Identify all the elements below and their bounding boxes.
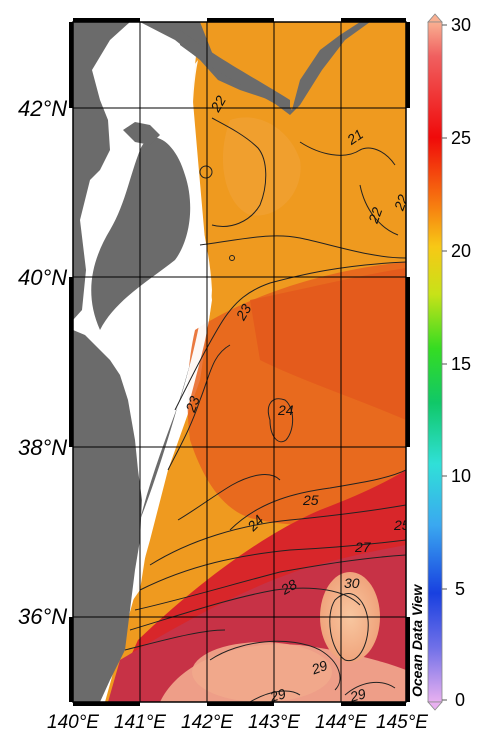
colorbar-ticks	[442, 24, 447, 701]
colorbar-gradient	[427, 21, 443, 703]
lat-label-38: 38°N	[18, 435, 67, 460]
colorbar-tick-30: 30	[451, 15, 471, 35]
contour-lines	[124, 117, 406, 702]
colorbar-tick-5: 5	[455, 579, 465, 599]
contour-label: 29	[267, 685, 287, 705]
longitude-labels: 140°E 141°E 142°E 143°E 144°E 145°E	[47, 712, 428, 733]
colorbar-bottom-arrow	[427, 701, 443, 711]
colorbar-tick-25: 25	[451, 128, 471, 148]
lon-label-144: 144°E	[315, 712, 367, 733]
colorbar-tick-10: 10	[451, 466, 471, 486]
colorbar-top-arrow	[427, 13, 443, 23]
lon-label-142: 142°E	[181, 712, 233, 733]
contour-label: 25	[393, 517, 410, 533]
contour-label: 27	[354, 539, 372, 555]
contour-label: 21	[343, 126, 366, 149]
lon-label-145: 145°E	[376, 712, 428, 733]
colorbar-tick-20: 20	[451, 241, 471, 261]
graticule	[73, 22, 406, 702]
temperature-field	[105, 22, 406, 702]
latitude-labels: 42°N 40°N 38°N 36°N	[18, 96, 67, 629]
land-mass	[73, 22, 370, 702]
colorbar-tick-15: 15	[451, 354, 471, 374]
contour-label: 24	[277, 402, 294, 418]
contour-label: 22	[390, 192, 411, 213]
contour-label: 23	[182, 394, 203, 415]
contour-label: 23	[232, 301, 254, 324]
contour-label: 22	[207, 93, 229, 116]
contour-label: 29	[308, 657, 329, 678]
colorbar: 30 25 20 15 10 5 0	[427, 13, 471, 711]
lat-label-36: 36°N	[18, 604, 67, 629]
lon-label-143: 143°E	[248, 712, 300, 733]
lat-label-40: 40°N	[18, 265, 67, 290]
contour-label: 22	[365, 205, 386, 226]
contour-label: 30	[344, 575, 360, 591]
lat-label-42: 42°N	[18, 96, 67, 121]
lon-label-140: 140°E	[47, 712, 99, 733]
contour-label: 25	[302, 492, 319, 508]
ocean-data-view-watermark: Ocean Data View	[409, 584, 425, 697]
lon-label-141: 141°E	[114, 712, 166, 733]
contour-label: 28	[277, 576, 300, 598]
frame-ticks	[69, 18, 410, 706]
colorbar-tick-0: 0	[455, 690, 465, 710]
contour-label: 29	[347, 685, 367, 705]
